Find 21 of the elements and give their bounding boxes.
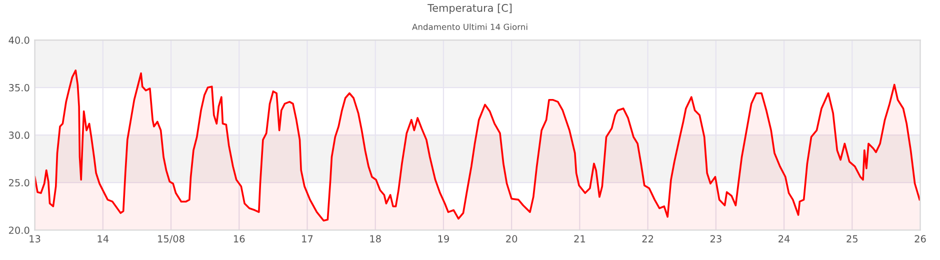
chart-subtitle: Andamento Ultimi 14 Giorni xyxy=(412,24,528,30)
x-tick-label: 15/08 xyxy=(158,235,184,244)
x-tick-label: 20 xyxy=(506,235,518,242)
x-tick-label: 26 xyxy=(914,235,926,242)
x-tick-label: 13 xyxy=(30,235,40,242)
x-tick-label: 14 xyxy=(98,235,109,242)
x-tick-label: 17 xyxy=(302,235,313,242)
y-tick-label: 30.0 xyxy=(9,132,30,139)
x-tick-label: 18 xyxy=(370,235,381,242)
y-tick-label: 40.0 xyxy=(8,36,30,44)
x-tick-label: 24 xyxy=(778,235,790,242)
x-tick-label: 23 xyxy=(710,235,722,242)
chart-title: Temperatura [C] xyxy=(428,4,512,14)
y-tick-label: 20.0 xyxy=(8,226,30,234)
x-tick-label: 21 xyxy=(574,235,585,242)
y-tick-label: 25.0 xyxy=(8,179,30,186)
x-tick-label: 16 xyxy=(234,235,245,242)
x-tick-label: 25 xyxy=(846,235,858,242)
x-tick-label: 19 xyxy=(438,235,449,242)
x-tick-label: 22 xyxy=(642,235,654,242)
y-tick-label: 35.0 xyxy=(9,84,30,92)
